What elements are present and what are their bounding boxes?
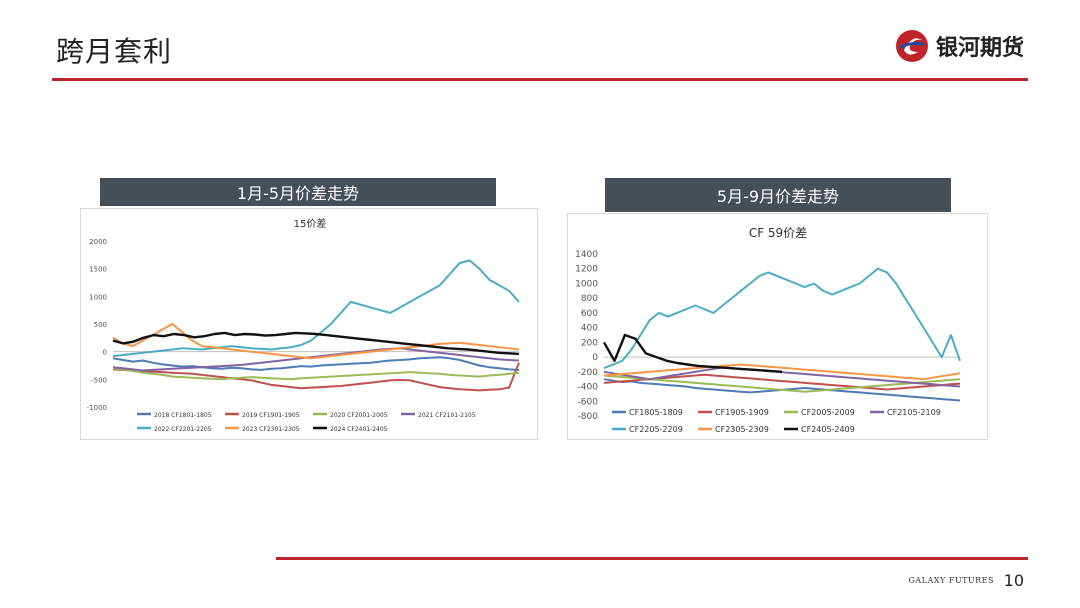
legend-label: 2020 CF2001-2005: [330, 412, 388, 419]
y-tick-label: -400: [578, 383, 599, 393]
chart-title: CF 59价差: [749, 226, 807, 240]
top-divider: [52, 78, 1028, 81]
y-tick-label: 600: [581, 309, 598, 319]
series-line: [112, 362, 520, 392]
footer-brand: GALAXY FUTURES: [908, 576, 994, 585]
galaxy-logo-icon: [895, 30, 928, 62]
y-tick-label: -200: [578, 368, 599, 378]
y-tick-label: 500: [94, 321, 107, 329]
left-panel-header: 1月-5月价差走势: [100, 178, 496, 206]
series-line: [603, 374, 961, 393]
left-chart-container: 15价差 2000 1500 1000 500 0 -500 -1000 2018 CF1801…: [80, 208, 538, 440]
series-line: [603, 373, 961, 391]
y-tick-label: 1000: [575, 279, 598, 289]
series-line: [112, 331, 520, 356]
bottom-divider: [276, 557, 1028, 560]
series-line: [112, 367, 520, 381]
slide-title: 跨月套利: [56, 35, 173, 68]
series-line: [112, 347, 520, 372]
series-line: [112, 259, 520, 358]
y-tick-label: -500: [91, 376, 107, 384]
y-tick-label: 1500: [89, 266, 107, 274]
y-tick-label: 400: [581, 324, 598, 334]
legend-label: CF1805-1809: [629, 408, 683, 417]
y-tick-label: 1000: [89, 293, 107, 301]
y-tick-label: 0: [103, 349, 107, 357]
y-tick-label: 1200: [575, 265, 598, 275]
series-line: [602, 333, 783, 373]
series-line: [112, 356, 520, 371]
right-chart-container: CF 59价差 1400 1200 1000 800 600 400 200 0 -200 -400…: [567, 213, 988, 440]
series-line: [603, 366, 961, 388]
chart-title: 15价差: [294, 217, 327, 230]
legend-label: CF2005-2009: [801, 408, 855, 417]
right-panel-header: 5月-9月价差走势: [605, 178, 951, 212]
series-line: [603, 267, 961, 370]
legend-label: 2022 CF2201-2205: [154, 426, 212, 433]
page-number: 10: [1003, 571, 1024, 590]
legend-label: 2021 CF2101-2105: [418, 412, 476, 419]
logo-text: 银河期货: [935, 36, 1024, 61]
series-line: [112, 323, 520, 360]
company-logo: 银河期货: [894, 28, 1024, 64]
y-tick-label: -600: [578, 397, 599, 407]
legend-label: CF2205-2209: [629, 425, 683, 434]
legend-label: CF1905-1909: [715, 408, 769, 417]
legend-label: 2023 CF2301-2305: [242, 426, 300, 433]
legend-label: 2018 CF1801-1805: [154, 412, 212, 419]
y-tick-label: 800: [581, 294, 598, 304]
y-tick-label: 2000: [89, 238, 107, 246]
legend-label: 2019 CF1901-1905: [242, 412, 300, 419]
spread-chart-1-5: 15价差 2000 1500 1000 500 0 -500 -1000 2018 CF1801…: [87, 217, 520, 433]
legend-label: 2024 CF2401-2405: [330, 426, 388, 433]
y-tick-label: 0: [592, 353, 598, 363]
spread-chart-5-9: CF 59价差 1400 1200 1000 800 600 400 200 0 -200 -400…: [575, 226, 961, 434]
legend-label: CF2405-2409: [801, 425, 855, 434]
legend-label: CF2305-2309: [715, 425, 769, 434]
legend-label: CF2105-2109: [887, 408, 941, 417]
y-tick-label: 200: [581, 338, 598, 348]
y-tick-label: -1000: [87, 404, 107, 412]
y-tick-label: -800: [578, 412, 599, 422]
y-tick-label: 1400: [575, 250, 598, 260]
series-line: [603, 363, 961, 381]
